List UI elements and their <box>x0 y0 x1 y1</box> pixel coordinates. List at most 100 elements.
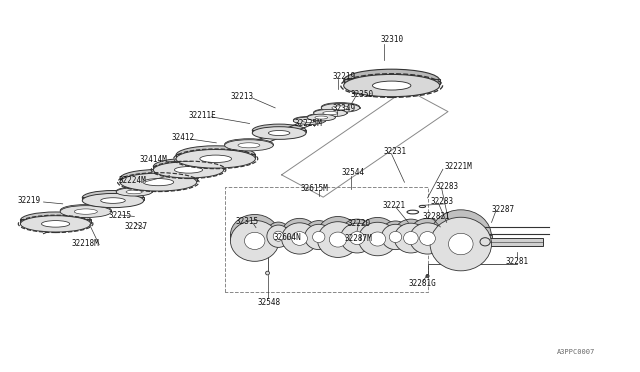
Polygon shape <box>267 233 290 236</box>
Ellipse shape <box>430 217 492 271</box>
Ellipse shape <box>42 221 70 227</box>
Polygon shape <box>321 107 360 108</box>
Ellipse shape <box>120 173 196 191</box>
Ellipse shape <box>480 238 490 246</box>
Ellipse shape <box>266 271 269 275</box>
Ellipse shape <box>267 222 290 244</box>
Text: 32281: 32281 <box>506 257 529 266</box>
Ellipse shape <box>154 162 224 178</box>
Ellipse shape <box>307 113 335 120</box>
Polygon shape <box>60 210 111 211</box>
Ellipse shape <box>317 217 358 252</box>
Polygon shape <box>317 234 358 239</box>
Text: 32414M: 32414M <box>140 155 167 164</box>
Ellipse shape <box>252 127 306 140</box>
Ellipse shape <box>340 219 374 249</box>
Ellipse shape <box>426 275 429 278</box>
Text: 32224M: 32224M <box>118 176 146 185</box>
Polygon shape <box>307 117 335 118</box>
Text: 32310: 32310 <box>381 35 404 44</box>
Ellipse shape <box>317 222 358 257</box>
Ellipse shape <box>344 74 440 97</box>
Polygon shape <box>83 197 144 200</box>
Polygon shape <box>381 233 410 236</box>
Ellipse shape <box>273 231 284 241</box>
Ellipse shape <box>305 224 333 250</box>
Ellipse shape <box>293 116 325 124</box>
Ellipse shape <box>419 205 426 208</box>
Ellipse shape <box>344 69 440 92</box>
Ellipse shape <box>381 221 410 246</box>
Ellipse shape <box>369 232 386 246</box>
Ellipse shape <box>394 219 428 249</box>
Ellipse shape <box>321 103 360 112</box>
Ellipse shape <box>315 116 328 119</box>
Ellipse shape <box>225 140 273 151</box>
Ellipse shape <box>312 231 325 243</box>
Ellipse shape <box>83 190 144 205</box>
Polygon shape <box>116 191 152 192</box>
Text: 32412: 32412 <box>172 133 195 142</box>
Text: 32231: 32231 <box>384 147 407 156</box>
Ellipse shape <box>60 206 111 218</box>
Ellipse shape <box>244 232 265 250</box>
Text: 32283: 32283 <box>430 197 453 206</box>
Ellipse shape <box>358 222 397 256</box>
Polygon shape <box>176 154 255 158</box>
Polygon shape <box>358 233 397 238</box>
Ellipse shape <box>74 209 97 214</box>
Ellipse shape <box>154 158 224 175</box>
Ellipse shape <box>230 214 279 256</box>
Text: 32219: 32219 <box>333 72 356 81</box>
Polygon shape <box>252 130 306 132</box>
Ellipse shape <box>358 217 397 251</box>
Ellipse shape <box>225 139 273 150</box>
Polygon shape <box>314 112 347 113</box>
Ellipse shape <box>323 112 338 115</box>
Ellipse shape <box>381 224 410 250</box>
Ellipse shape <box>372 81 411 90</box>
Ellipse shape <box>176 146 255 164</box>
Ellipse shape <box>292 232 307 245</box>
Ellipse shape <box>282 223 317 254</box>
Ellipse shape <box>330 232 346 247</box>
Text: 32315: 32315 <box>236 217 259 226</box>
Text: 32219: 32219 <box>18 196 41 205</box>
Ellipse shape <box>116 188 152 196</box>
Ellipse shape <box>340 223 374 253</box>
Text: 32215: 32215 <box>109 211 132 219</box>
Ellipse shape <box>100 198 125 203</box>
Polygon shape <box>20 219 91 223</box>
Ellipse shape <box>282 218 317 250</box>
Ellipse shape <box>350 231 364 245</box>
Text: 32349: 32349 <box>333 104 356 113</box>
Text: 32544: 32544 <box>341 169 364 177</box>
Ellipse shape <box>305 221 333 246</box>
Ellipse shape <box>143 179 173 186</box>
Text: 32213: 32213 <box>230 92 253 101</box>
Ellipse shape <box>120 170 196 187</box>
Ellipse shape <box>268 131 290 135</box>
Ellipse shape <box>126 190 142 194</box>
Text: 32211E: 32211E <box>189 111 216 120</box>
Polygon shape <box>154 166 224 169</box>
Ellipse shape <box>410 218 445 250</box>
Text: 32615M: 32615M <box>301 185 328 193</box>
Polygon shape <box>230 234 279 240</box>
Polygon shape <box>430 235 492 243</box>
Ellipse shape <box>20 212 91 228</box>
Polygon shape <box>344 79 440 84</box>
Ellipse shape <box>321 103 360 112</box>
Text: 32282I: 32282I <box>422 212 450 221</box>
Ellipse shape <box>404 231 418 245</box>
Text: 32218M: 32218M <box>72 239 99 248</box>
Text: 32221: 32221 <box>383 201 406 210</box>
Text: 32604N: 32604N <box>274 233 301 242</box>
Polygon shape <box>394 233 428 237</box>
Text: A3PPC0007: A3PPC0007 <box>557 349 595 355</box>
Ellipse shape <box>389 231 402 243</box>
Polygon shape <box>293 120 325 121</box>
Text: 32227: 32227 <box>125 222 148 231</box>
Ellipse shape <box>267 225 290 247</box>
Polygon shape <box>340 233 374 237</box>
